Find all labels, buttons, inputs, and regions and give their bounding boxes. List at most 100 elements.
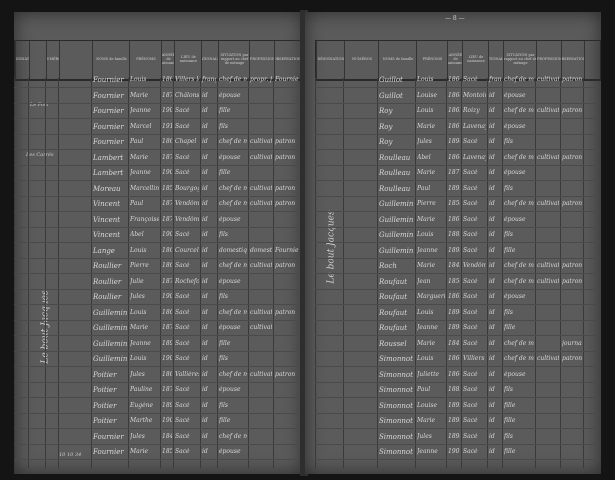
birth-year: 1842 [448, 262, 460, 269]
birth-place: Bourgogne [175, 184, 199, 192]
birth-place: Courcelles [175, 246, 199, 254]
first-name: Marie [130, 91, 149, 99]
table-row: Roufaut Marguerite1862Sacé id épouse [315, 289, 599, 305]
birth-year: 1900 [162, 417, 172, 424]
first-name: Jules [417, 138, 432, 145]
birth-year: 1868 [162, 308, 172, 316]
birth-place: Châlons [175, 91, 199, 99]
situation: fille [504, 246, 516, 254]
nationality: id [202, 231, 208, 238]
first-name: Abel [130, 231, 144, 238]
surname: Roulleau [379, 169, 411, 177]
birth-year: 1895 [162, 401, 172, 409]
situation: fils [219, 355, 228, 362]
first-name: Jeanne [130, 169, 151, 176]
table-row: Vincent Paul 1873Vendômeid chef de ménagecu… [14, 196, 300, 212]
situation: fille [219, 339, 231, 347]
nationality: id [489, 401, 495, 409]
profession: cultivatrice [250, 324, 272, 331]
column-header [59, 41, 93, 79]
profession: cultivateur [537, 200, 559, 207]
table-row: Vincent Françoise1878Vendômeid épouse [14, 212, 300, 228]
birth-place: Sacé [463, 401, 478, 409]
birth-year: 1892 [448, 401, 460, 409]
nationality: id [489, 153, 495, 161]
first-name: Louis [417, 231, 434, 238]
first-name: Abel [417, 153, 431, 161]
nationality: id [489, 122, 495, 130]
birth-place: Sacé [175, 169, 190, 176]
situation: chef de ménage [504, 355, 534, 362]
table-row: Poitier Jules 1867Vallièresid chef de ménag… [14, 367, 300, 383]
nationality: id [202, 153, 208, 161]
observation: journalière [562, 339, 582, 347]
book-gutter [300, 10, 308, 476]
situation: chef de ménage [219, 76, 247, 83]
nationality: id [489, 448, 495, 455]
table-row: Fournier Marie 1878Châlonsid épouse [14, 88, 300, 104]
surname: Roufaut [379, 293, 408, 301]
situation: chef de ménage [504, 107, 534, 114]
first-name: Louis [417, 308, 434, 316]
first-name: Marcel [130, 122, 152, 130]
nationality: id [202, 432, 208, 440]
surname: Simonnot [379, 370, 413, 379]
nationality: id [489, 231, 495, 238]
nationality: id [489, 370, 495, 378]
table-row: Simonnot Juliette 1866Sacé id épouse [315, 367, 599, 383]
situation: chef de ménage [219, 262, 247, 269]
birth-year: 1874 [162, 277, 172, 285]
birth-year: 1871 [448, 169, 460, 176]
nationality: id [202, 448, 208, 455]
profession: cultivatrice [250, 153, 272, 161]
situation: fille [504, 324, 516, 331]
surname: Roy [379, 138, 393, 146]
nationality: id [202, 91, 208, 99]
first-name: Pauline [130, 386, 153, 393]
nationality: id [202, 200, 208, 207]
nationality: id [489, 355, 495, 362]
surname: Roullier [93, 277, 122, 286]
first-name: Julie [130, 277, 144, 285]
surname: Guillemin [379, 231, 414, 239]
observation: patron [275, 153, 296, 161]
table-row: Simonnot Jules 1898Sacé id fils [315, 429, 599, 445]
profession: cultivateur [250, 262, 272, 269]
nationality: id [202, 401, 208, 409]
observation: patron [275, 184, 296, 192]
first-name: Marie [417, 339, 436, 347]
first-name: Marie [417, 215, 436, 223]
situation: fils [219, 231, 228, 238]
birth-place: Roizy [463, 107, 480, 114]
nationality: id [202, 246, 208, 254]
profession: cultivateur [537, 355, 559, 362]
table-row: Roy Louis 1862Roizy id chef de ménagecultiva… [315, 103, 599, 119]
nationality: id [489, 432, 495, 440]
situation: épouse [504, 91, 526, 99]
surname: Fournier [93, 432, 124, 441]
situation: chef de ménage [504, 339, 534, 347]
birth-year: 1901 [162, 169, 172, 176]
table-row: Roufaut Jean 1856Sacé id chef de ménageculti… [315, 274, 599, 290]
column-header [584, 41, 601, 79]
profession: cultivateur [537, 107, 559, 114]
observation: Fournier [275, 246, 299, 254]
table-row: Roulleau Paul 1899Sacé id fils [315, 181, 599, 197]
birth-year: 1867 [162, 370, 172, 378]
birth-year: 1899 [162, 339, 172, 347]
situation: fils [504, 386, 513, 393]
profession: cultivatrice [537, 262, 559, 269]
first-name: Jeanne [417, 246, 438, 254]
situation: fils [504, 432, 513, 440]
situation: épouse [504, 215, 526, 223]
first-name: Jeanne [130, 339, 151, 347]
situation: épouse [219, 324, 241, 331]
right-page: — 8 — Le bout Jacques DÉSIGNATION NUMÉROS… [305, 12, 601, 474]
observation: patron [275, 370, 296, 378]
surname: Simonnot [379, 401, 413, 410]
birth-place: Vendôme [463, 262, 486, 269]
table-row: Roufaut Louis 1890Sacé id fils [315, 305, 599, 321]
column-header: NUMÉROS [344, 41, 379, 79]
birth-place: Sacé [463, 448, 478, 455]
